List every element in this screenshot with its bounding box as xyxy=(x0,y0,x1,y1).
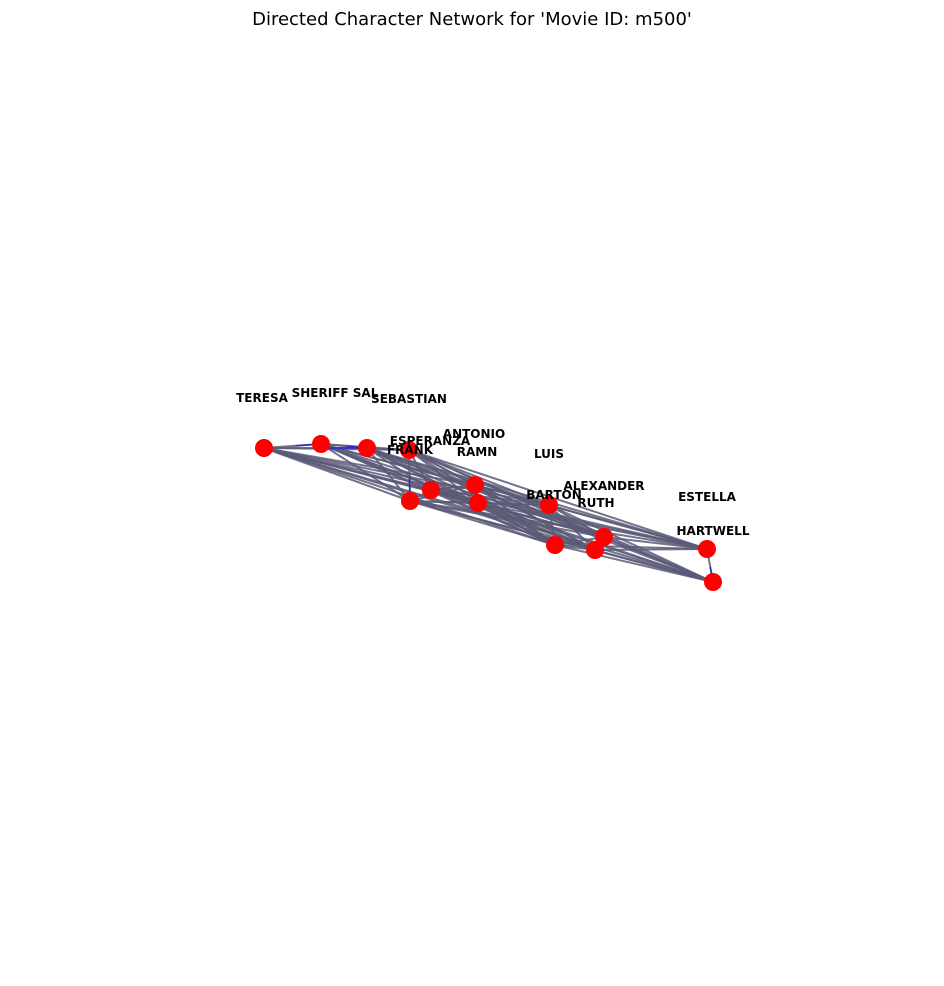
graph-edge xyxy=(409,500,708,550)
graph-node xyxy=(469,494,487,512)
node-label: ESTELLA xyxy=(678,490,737,504)
graph-edge xyxy=(594,548,708,551)
graph-edge xyxy=(603,536,708,550)
node-label: BARTON xyxy=(526,488,582,502)
graph-node xyxy=(704,573,722,591)
graph-edge xyxy=(548,504,708,550)
graph-node xyxy=(466,476,484,494)
node-label: SHERIFF SAL xyxy=(292,386,379,400)
graph-node xyxy=(401,492,419,510)
graph-edge xyxy=(408,449,708,550)
graph-edge xyxy=(477,502,605,538)
node-label: LUIS xyxy=(534,447,564,461)
graph-node xyxy=(586,541,604,559)
graph-node xyxy=(358,439,376,457)
graph-node xyxy=(255,439,273,457)
graph-edge xyxy=(366,447,432,491)
edge-layer xyxy=(263,443,714,583)
graph-edge xyxy=(320,443,411,502)
graph-edge xyxy=(366,447,708,550)
graph-node xyxy=(400,441,418,459)
node-label: HARTWELL xyxy=(677,524,750,538)
graph-edge xyxy=(548,504,714,583)
diagram-title: Directed Character Network for 'Movie ID… xyxy=(252,9,692,30)
graph-edge xyxy=(603,536,714,583)
graph-edge xyxy=(366,447,411,502)
graph-edge xyxy=(548,504,596,551)
node-label: ALEXANDER xyxy=(563,479,644,493)
graph-edge xyxy=(430,489,550,506)
graph-node xyxy=(422,481,440,499)
graph-node xyxy=(546,536,564,554)
graph-node xyxy=(698,540,716,558)
graph-node xyxy=(312,435,330,453)
node-label: ANTONIO xyxy=(443,427,505,441)
node-label: ESPERANZA xyxy=(390,434,471,448)
graph-edge xyxy=(594,549,714,583)
node-label: FRANK xyxy=(387,443,434,457)
node-layer xyxy=(255,435,722,591)
node-label: SEBASTIAN xyxy=(371,392,447,406)
node-label: RUTH xyxy=(577,496,614,510)
graph-node xyxy=(540,496,558,514)
node-label: TERESA xyxy=(236,391,288,405)
node-label: RAMN xyxy=(457,445,498,459)
graph-edge xyxy=(409,484,476,502)
graph-edge xyxy=(477,502,556,546)
graph-edge xyxy=(430,489,556,546)
graph-node xyxy=(595,528,613,546)
